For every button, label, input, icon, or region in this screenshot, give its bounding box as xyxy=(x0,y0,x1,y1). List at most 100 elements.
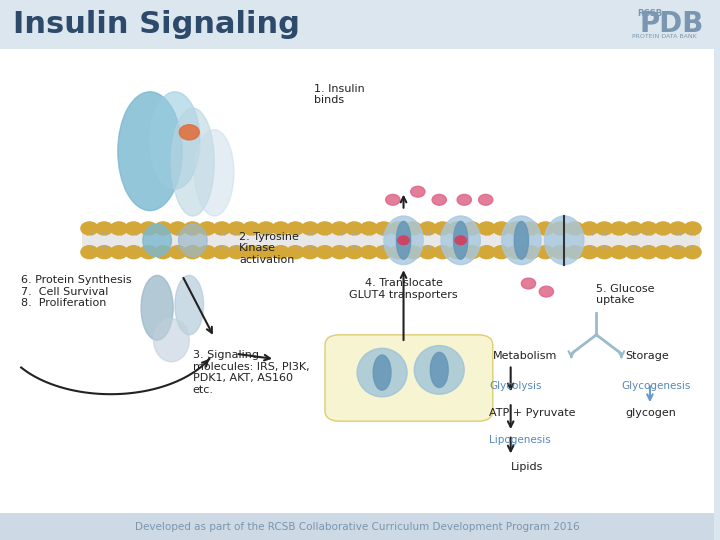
Text: 1. Insulin
binds: 1. Insulin binds xyxy=(314,84,365,105)
Circle shape xyxy=(375,246,392,259)
FancyBboxPatch shape xyxy=(82,231,700,250)
Circle shape xyxy=(567,246,583,259)
Circle shape xyxy=(508,222,525,235)
Text: ATP + Pyruvate: ATP + Pyruvate xyxy=(489,408,576,418)
Text: Lipids: Lipids xyxy=(510,462,543,472)
Text: 4. Translocate
GLUT4 transporters: 4. Translocate GLUT4 transporters xyxy=(349,278,458,300)
FancyBboxPatch shape xyxy=(325,335,492,421)
Circle shape xyxy=(375,222,392,235)
Circle shape xyxy=(522,246,539,259)
Text: Glycogenesis: Glycogenesis xyxy=(621,381,690,391)
Circle shape xyxy=(611,246,628,259)
Circle shape xyxy=(184,222,201,235)
Ellipse shape xyxy=(441,216,480,265)
Circle shape xyxy=(611,222,628,235)
Ellipse shape xyxy=(431,352,448,388)
Circle shape xyxy=(405,246,422,259)
Text: RCSB: RCSB xyxy=(637,9,662,18)
Circle shape xyxy=(199,222,216,235)
Circle shape xyxy=(228,222,245,235)
Circle shape xyxy=(140,222,157,235)
Text: Metabolism: Metabolism xyxy=(492,352,557,361)
Circle shape xyxy=(464,222,480,235)
Circle shape xyxy=(654,222,672,235)
Text: glycogen: glycogen xyxy=(625,408,676,418)
Circle shape xyxy=(390,222,407,235)
Circle shape xyxy=(478,246,495,259)
Circle shape xyxy=(595,222,613,235)
Text: Developed as part of the RCSB Collaborative Curriculum Development Program 2016: Developed as part of the RCSB Collaborat… xyxy=(135,522,580,531)
Circle shape xyxy=(272,246,289,259)
Circle shape xyxy=(670,222,686,235)
Circle shape xyxy=(110,246,127,259)
Ellipse shape xyxy=(141,275,174,340)
Ellipse shape xyxy=(175,275,204,335)
Circle shape xyxy=(539,286,554,297)
Circle shape xyxy=(434,222,451,235)
Ellipse shape xyxy=(179,224,207,256)
Circle shape xyxy=(479,194,492,205)
Ellipse shape xyxy=(414,346,464,394)
Circle shape xyxy=(449,222,466,235)
Ellipse shape xyxy=(373,355,391,390)
Circle shape xyxy=(331,246,348,259)
Circle shape xyxy=(640,246,657,259)
Circle shape xyxy=(81,222,98,235)
Circle shape xyxy=(640,222,657,235)
Ellipse shape xyxy=(514,221,528,259)
Circle shape xyxy=(537,222,554,235)
Circle shape xyxy=(398,236,409,245)
Circle shape xyxy=(684,222,701,235)
Circle shape xyxy=(457,194,472,205)
Circle shape xyxy=(96,246,113,259)
Circle shape xyxy=(464,246,480,259)
Circle shape xyxy=(110,222,127,235)
Circle shape xyxy=(258,246,274,259)
Circle shape xyxy=(670,246,686,259)
Circle shape xyxy=(331,222,348,235)
Circle shape xyxy=(595,246,613,259)
Circle shape xyxy=(492,222,510,235)
Ellipse shape xyxy=(143,224,171,256)
Circle shape xyxy=(522,222,539,235)
Ellipse shape xyxy=(194,130,234,216)
Circle shape xyxy=(552,222,569,235)
Circle shape xyxy=(419,246,436,259)
Circle shape xyxy=(537,246,554,259)
Circle shape xyxy=(361,246,377,259)
Circle shape xyxy=(155,246,171,259)
Circle shape xyxy=(316,222,333,235)
Ellipse shape xyxy=(454,221,468,259)
Circle shape xyxy=(125,222,142,235)
Circle shape xyxy=(228,246,245,259)
Circle shape xyxy=(243,222,260,235)
Circle shape xyxy=(96,222,113,235)
Circle shape xyxy=(140,246,157,259)
Ellipse shape xyxy=(357,348,407,397)
FancyBboxPatch shape xyxy=(0,49,714,513)
Circle shape xyxy=(478,222,495,235)
Circle shape xyxy=(184,246,201,259)
Circle shape xyxy=(419,222,436,235)
FancyBboxPatch shape xyxy=(0,0,714,49)
Text: Glycolysis: Glycolysis xyxy=(489,381,541,391)
Circle shape xyxy=(390,246,407,259)
Ellipse shape xyxy=(150,92,200,189)
Circle shape xyxy=(567,222,583,235)
Circle shape xyxy=(508,246,525,259)
Ellipse shape xyxy=(384,216,423,265)
Circle shape xyxy=(432,194,446,205)
Ellipse shape xyxy=(502,216,541,265)
Circle shape xyxy=(125,246,142,259)
Circle shape xyxy=(625,222,642,235)
Circle shape xyxy=(243,246,260,259)
Circle shape xyxy=(581,246,598,259)
Text: 2. Tyrosine
Kinase
activation: 2. Tyrosine Kinase activation xyxy=(239,232,299,265)
Circle shape xyxy=(155,222,171,235)
Circle shape xyxy=(81,246,98,259)
Text: Storage: Storage xyxy=(625,352,669,361)
Circle shape xyxy=(169,246,186,259)
Circle shape xyxy=(684,246,701,259)
Circle shape xyxy=(316,246,333,259)
Ellipse shape xyxy=(544,216,584,265)
